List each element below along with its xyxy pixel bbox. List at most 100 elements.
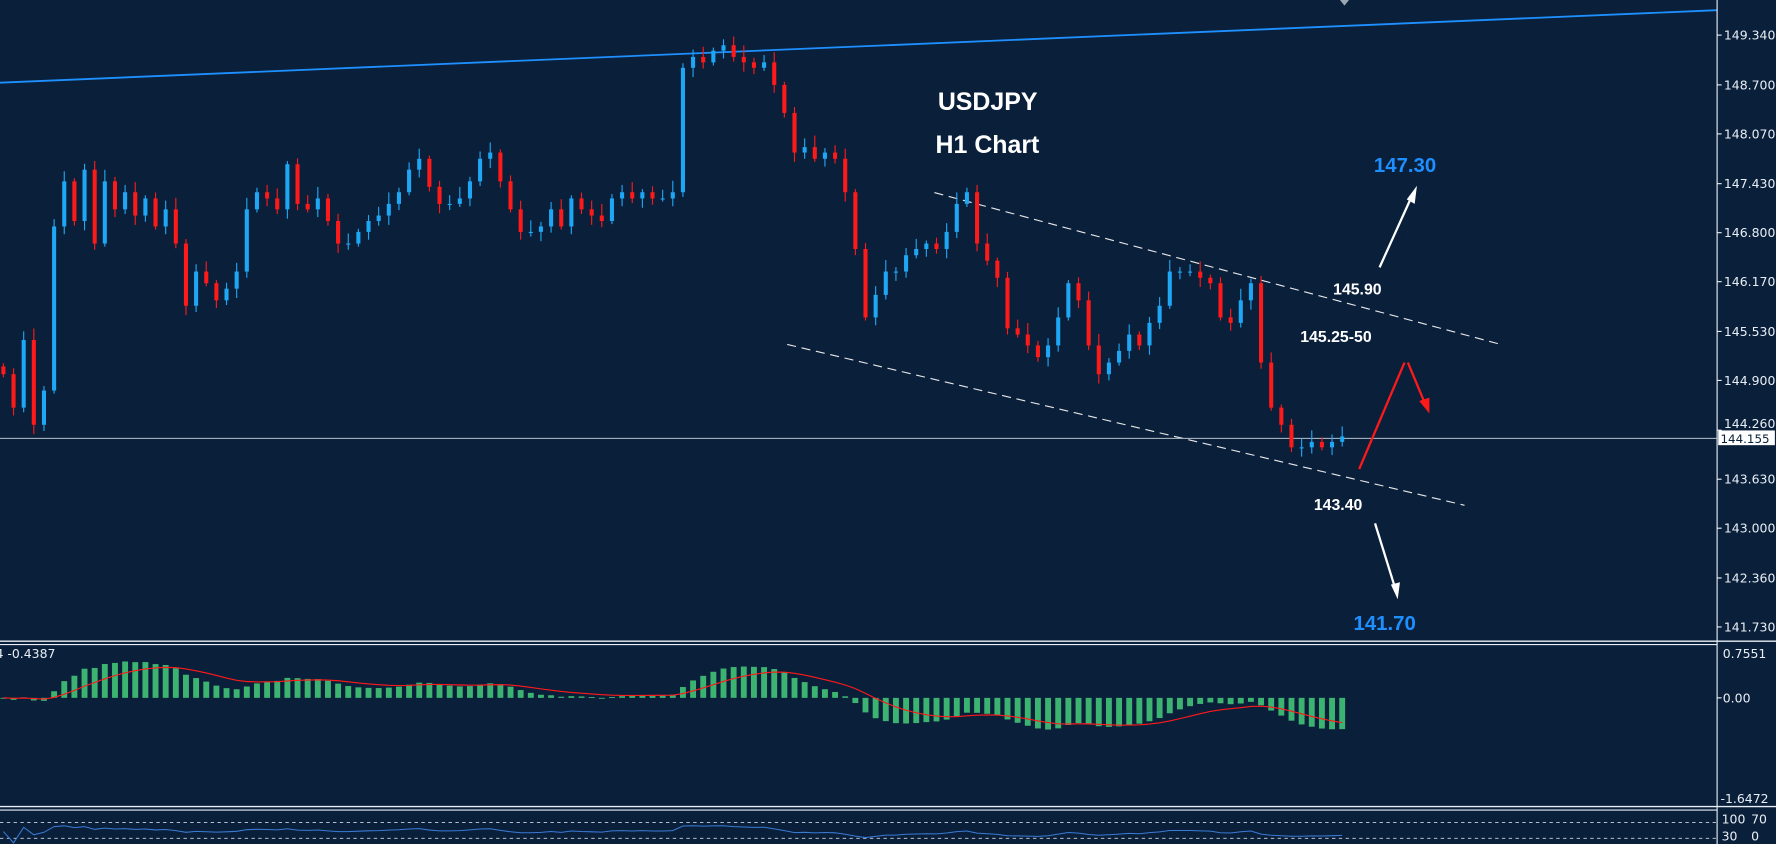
candle	[82, 163, 87, 231]
macd-bar	[1034, 697, 1041, 729]
macd-bar	[162, 665, 169, 698]
macd-bar	[750, 666, 757, 698]
macd-bar	[700, 675, 707, 698]
macd-bar	[690, 680, 697, 698]
candle	[731, 36, 736, 62]
macd-bar	[467, 686, 473, 698]
candle	[1269, 352, 1274, 411]
candle	[650, 186, 655, 205]
macd-bar	[1075, 697, 1082, 724]
candle	[1167, 260, 1172, 309]
macd-bar	[183, 674, 189, 698]
macd-bar	[548, 695, 555, 698]
macd-bar	[122, 661, 129, 698]
candle	[488, 142, 493, 169]
macd-bar	[1258, 697, 1264, 706]
rsi-tick-30: 30	[1722, 829, 1738, 844]
macd-bar	[294, 678, 301, 698]
candle	[1299, 438, 1304, 457]
macd-bar	[1288, 697, 1295, 721]
macd-bar	[994, 697, 1001, 716]
macd-bar	[385, 687, 392, 698]
macd-bar	[558, 696, 565, 698]
candle	[1157, 297, 1162, 330]
candle	[883, 260, 888, 300]
price-axis[interactable]: 149.340 148.700 148.070 147.430 146.800 146.1…	[1717, 28, 1775, 635]
macd-bar	[132, 662, 139, 698]
macd-bar	[1329, 697, 1335, 730]
macd-bar	[619, 696, 626, 698]
candle	[21, 331, 26, 413]
macd-bar	[1217, 697, 1224, 704]
candle	[356, 228, 361, 247]
candle	[163, 200, 168, 235]
macd-bar	[791, 677, 798, 698]
macd-bar	[821, 689, 828, 698]
candle	[346, 233, 351, 250]
candle	[1096, 333, 1101, 384]
candle	[325, 193, 330, 226]
candle	[457, 186, 462, 207]
price-tick-label: 141.730	[1724, 619, 1776, 634]
candle	[275, 188, 280, 214]
candle	[467, 176, 472, 207]
macd-bar	[984, 697, 991, 714]
candle	[265, 184, 270, 207]
rsi-tick-100: 100	[1722, 812, 1746, 827]
candle	[194, 264, 199, 312]
macd-bar	[507, 686, 514, 698]
candle	[924, 240, 929, 257]
candle	[72, 178, 77, 226]
macd-bar	[365, 687, 372, 698]
candle	[1046, 338, 1051, 367]
candle	[934, 237, 939, 254]
macd-bar	[1237, 697, 1244, 704]
candle	[1208, 274, 1213, 290]
candle	[995, 257, 1000, 288]
candle	[751, 57, 756, 75]
macd-bar	[101, 663, 108, 698]
macd-bar	[477, 684, 484, 698]
macd-bar	[203, 681, 210, 698]
candle	[782, 81, 787, 118]
channel-upper-line	[934, 192, 1501, 345]
candle	[569, 195, 574, 235]
macd-bar	[1116, 697, 1123, 727]
candle	[579, 192, 584, 214]
rsi-panel[interactable]: 100 70 30 0	[0, 812, 1767, 844]
candle	[1127, 324, 1132, 359]
macd-bar	[112, 662, 118, 698]
macd-panel[interactable]: 4 -0.4387 0.7551 0.00 -1.6472	[0, 646, 1769, 806]
price-panel[interactable]: USDJPY H1 Chart 147.30 145.90 145.25-50 …	[0, 0, 1718, 635]
macd-bar	[761, 667, 768, 698]
candle	[528, 220, 533, 237]
macd-bar	[1227, 697, 1234, 705]
macd-bar	[679, 687, 686, 698]
price-tick-label: 144.900	[1724, 373, 1776, 388]
macd-bar	[426, 682, 433, 698]
macd-bar	[1207, 697, 1214, 703]
price-tick-label: 147.430	[1724, 176, 1776, 191]
candle	[1238, 288, 1243, 328]
candle	[133, 182, 138, 225]
price-tick-label: 148.070	[1724, 126, 1776, 141]
scroll-marker-icon[interactable]	[1339, 0, 1349, 6]
macd-bar	[416, 682, 423, 698]
candle	[153, 192, 158, 230]
candle	[396, 187, 401, 211]
candle	[214, 280, 219, 309]
candle	[904, 247, 909, 278]
candle	[873, 286, 878, 326]
candle	[112, 176, 118, 218]
candle	[853, 189, 858, 256]
macd-bar	[345, 686, 352, 698]
macd-bar	[304, 678, 311, 698]
candle	[1289, 418, 1294, 452]
price-tick-label: 144.260	[1724, 416, 1776, 431]
macd-bar	[1176, 697, 1183, 710]
macd-bar	[375, 688, 382, 698]
macd-bar	[1065, 697, 1072, 726]
arrow-down-red-icon	[1406, 362, 1430, 414]
macd-bar	[862, 697, 869, 713]
